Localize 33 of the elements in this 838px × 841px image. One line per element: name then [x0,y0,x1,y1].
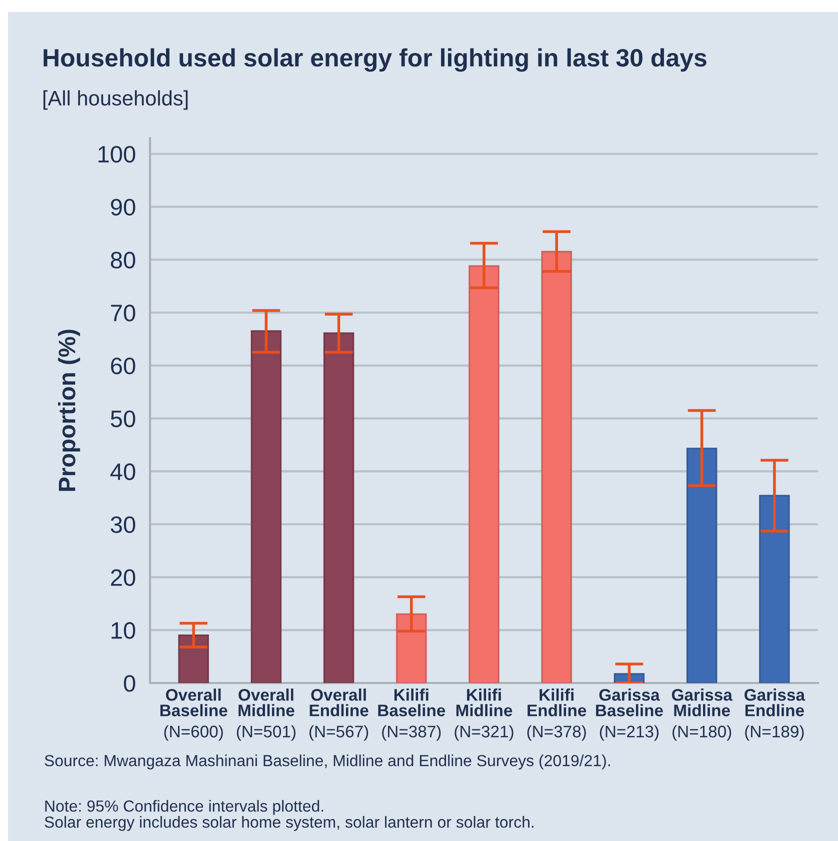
x-tick-label: Garissa Endline (N=189) [744,688,806,741]
bar [250,330,282,683]
x-tick-label: Overall Endline (N=567) [309,688,368,741]
y-tick-label: 70 [111,304,136,322]
bar [323,332,354,683]
x-tick-label: Kilifi Baseline (N=387) [378,688,446,741]
bar [686,448,718,683]
x-tick-label: Garissa Midline (N=180) [672,688,733,741]
x-tick-label: Overall Midline (N=501) [236,688,296,741]
y-tick-label: 0 [124,675,136,692]
y-tick-label: 10 [112,622,136,639]
bar [396,613,427,683]
y-tick-label: 80 [110,252,136,268]
chart-title: Household used solar energy for lighting in last 30 days [44,48,706,72]
bar [468,265,500,683]
chart-subtitle: [All households] [43,90,188,110]
y-tick-label: 100 [98,146,136,163]
y-tick-label: 90 [110,198,136,216]
y-axis-title: Proportion (%) [58,330,80,491]
y-tick-label: 50 [110,410,136,428]
y-tick-label: 20 [111,569,136,586]
text: Note: 95% Confidence intervals plotted. Solar energy includes solar home system, solar lantern or solar torch. [44,800,534,831]
x-tick-label: Overall Baseline (N=600) [160,688,228,741]
source-note: Source: Mwangaza Mashinani Baseline, Midline and Endline Surveys (2019/21). [44,754,610,770]
x-tick-label: Garissa Baseline (N=213) [596,688,663,741]
x-tick-label: Kilifi Midline (N=321) [454,688,514,741]
y-tick-label: 30 [110,516,136,534]
y-tick-label: 60 [111,358,136,374]
y-tick-label: 40 [110,463,136,480]
x-tick-label: Kilifi Endline (N=378) [527,688,586,741]
bar [541,250,572,683]
bar [178,634,209,683]
bar [759,494,790,683]
